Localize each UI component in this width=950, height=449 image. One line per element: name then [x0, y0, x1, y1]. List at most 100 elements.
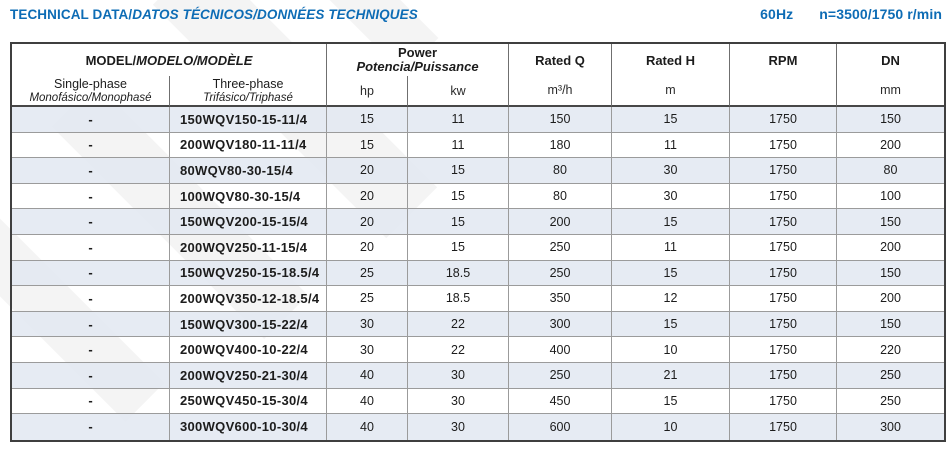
rated-h-header: Rated H m — [612, 44, 730, 107]
cell-single: - — [12, 337, 170, 363]
section-header: TECHNICAL DATA/DATOS TÉCNICOS/DONNÉES TE… — [10, 6, 942, 22]
cell-h: 30 — [612, 158, 730, 184]
cell-kw: 18.5 — [408, 260, 509, 287]
cell-rpm: 1750 — [730, 311, 837, 338]
cell-single: - — [12, 158, 170, 184]
cell-q: 180 — [509, 132, 612, 159]
cell-rpm: 1750 — [730, 260, 837, 287]
rated-q-header: Rated Q m³/h — [509, 44, 612, 107]
cell-single: - — [12, 183, 170, 210]
cell-dn: 200 — [837, 133, 944, 159]
single-phase-intl: Monofásico/Monophasé — [29, 91, 152, 104]
cell-kw: 18.5 — [408, 286, 509, 312]
cell-q: 200 — [509, 209, 612, 235]
cell-dn: 150 — [837, 107, 944, 133]
dn-label: DN — [881, 52, 900, 68]
cell-model: 200WQV180-11-11/4 — [170, 132, 327, 159]
power-group-header: Power Potencia/Puissance — [327, 44, 509, 76]
cell-hp: 40 — [327, 362, 408, 389]
page-title-en: TECHNICAL DATA/ — [10, 7, 133, 22]
three-phase-header: Three-phase Trifásico/Triphasé — [170, 76, 327, 107]
cell-model: 80WQV80-30-15/4 — [170, 158, 327, 184]
cell-model: 100WQV80-30-15/4 — [170, 183, 327, 210]
cell-kw: 15 — [408, 183, 509, 210]
cell-q: 250 — [509, 260, 612, 287]
cell-q: 80 — [509, 158, 612, 184]
cell-rpm: 1750 — [730, 362, 837, 389]
model-header-intl: MODELO/MODÈLE — [136, 52, 253, 68]
cell-kw: 11 — [408, 107, 509, 133]
cell-hp: 20 — [327, 209, 408, 235]
cell-q: 600 — [509, 414, 612, 440]
cell-hp: 20 — [327, 158, 408, 184]
cell-rpm: 1750 — [730, 183, 837, 210]
rated-q-unit: m³/h — [547, 82, 573, 97]
speed-label: n=3500/1750 r/min — [819, 6, 942, 22]
cell-h: 21 — [612, 362, 730, 389]
rated-h-label: Rated H — [645, 52, 696, 68]
rpm-header: RPM — [730, 44, 837, 107]
cell-model: 150WQV300-15-22/4 — [170, 311, 327, 338]
cell-rpm: 1750 — [730, 132, 837, 159]
dn-header: DN mm — [837, 44, 944, 107]
cell-q: 400 — [509, 337, 612, 363]
cell-kw: 15 — [408, 209, 509, 235]
cell-h: 10 — [612, 414, 730, 440]
cell-h: 15 — [612, 260, 730, 287]
cell-h: 15 — [612, 311, 730, 338]
cell-dn: 300 — [837, 414, 944, 440]
cell-single: - — [12, 209, 170, 235]
cell-rpm: 1750 — [730, 209, 837, 235]
cell-model: 200WQV250-21-30/4 — [170, 362, 327, 389]
cell-h: 11 — [612, 132, 730, 159]
cell-hp: 25 — [327, 260, 408, 287]
page-title: TECHNICAL DATA/DATOS TÉCNICOS/DONNÉES TE… — [10, 7, 418, 22]
cell-dn: 220 — [837, 337, 944, 363]
cell-kw: 30 — [408, 388, 509, 415]
rated-h-unit: m — [665, 82, 676, 97]
three-phase-intl: Trifásico/Triphasé — [203, 91, 293, 104]
cell-single: - — [12, 362, 170, 389]
page-title-intl: DATOS TÉCNICOS/DONNÉES TECHNIQUES — [132, 7, 418, 22]
cell-h: 15 — [612, 209, 730, 235]
model-header-en: MODEL/ — [85, 52, 137, 68]
cell-h: 10 — [612, 337, 730, 363]
cell-rpm: 1750 — [730, 158, 837, 184]
cell-rpm: 1750 — [730, 414, 837, 440]
cell-q: 450 — [509, 388, 612, 415]
power-header-intl: Potencia/Puissance — [356, 59, 479, 74]
cell-dn: 200 — [837, 286, 944, 312]
cell-kw: 30 — [408, 414, 509, 440]
cell-q: 150 — [509, 107, 612, 133]
power-header-en: Power — [397, 45, 437, 60]
cell-dn: 150 — [837, 260, 944, 287]
cell-model: 150WQV150-15-11/4 — [170, 107, 327, 133]
single-phase-header: Single-phase Monofásico/Monophasé — [12, 76, 170, 107]
cell-hp: 40 — [327, 414, 408, 440]
cell-hp: 25 — [327, 286, 408, 312]
cell-model: 200WQV400-10-22/4 — [170, 337, 327, 363]
model-group-header: MODEL/MODELO/MODÈLE — [12, 44, 327, 76]
cell-hp: 20 — [327, 183, 408, 210]
cell-h: 11 — [612, 234, 730, 261]
cell-rpm: 1750 — [730, 388, 837, 415]
cell-single: - — [12, 234, 170, 261]
cell-q: 300 — [509, 311, 612, 338]
cell-dn: 250 — [837, 389, 944, 415]
cell-model: 200WQV250-11-15/4 — [170, 234, 327, 261]
cell-dn: 150 — [837, 311, 944, 338]
cell-h: 30 — [612, 183, 730, 210]
cell-model: 150WQV250-15-18.5/4 — [170, 260, 327, 287]
cell-h: 15 — [612, 388, 730, 415]
cell-q: 250 — [509, 362, 612, 389]
cell-dn: 250 — [837, 362, 944, 389]
dn-unit: mm — [880, 82, 901, 97]
single-phase-en: Single-phase — [54, 76, 127, 91]
cell-single: - — [12, 311, 170, 338]
cell-single: - — [12, 388, 170, 415]
cell-hp: 30 — [327, 337, 408, 363]
cell-hp: 40 — [327, 388, 408, 415]
frequency-label: 60Hz — [760, 6, 794, 22]
cell-single: - — [12, 260, 170, 287]
